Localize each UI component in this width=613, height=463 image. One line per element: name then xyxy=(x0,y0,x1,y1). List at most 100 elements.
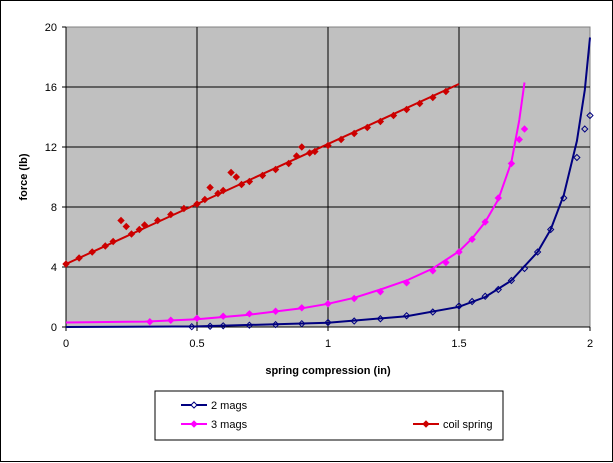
data-point-3-mags xyxy=(429,267,437,275)
legend-label: coil spring xyxy=(443,419,493,431)
data-point-coil-spring xyxy=(402,105,411,114)
data-point-3-mags xyxy=(245,310,254,318)
legend-label: 2 mags xyxy=(211,400,248,412)
data-point-coil-spring xyxy=(376,117,385,126)
data-point-coil-spring xyxy=(167,210,175,219)
data-point-2-mags xyxy=(271,320,280,329)
data-point-coil-spring xyxy=(135,225,144,234)
x-tick-label: 1.5 xyxy=(451,338,466,350)
x-tick-label: 0 xyxy=(63,338,69,350)
data-point-2-mags xyxy=(520,264,529,273)
y-tick-label: 0 xyxy=(51,322,57,334)
x-tick-label: 1 xyxy=(325,338,331,350)
legend-item-3-mags: 3 mags xyxy=(181,419,248,431)
data-point-2-mags xyxy=(206,322,214,330)
data-point-coil-spring xyxy=(62,260,70,268)
data-point-coil-spring xyxy=(350,129,358,138)
y-axis-title: force (lb) xyxy=(18,153,30,200)
data-point-coil-spring xyxy=(201,195,209,204)
data-point-coil-spring xyxy=(258,171,267,180)
data-point-2-mags xyxy=(494,285,503,294)
data-point-coil-spring xyxy=(193,200,201,208)
data-point-3-mags xyxy=(494,194,503,202)
data-point-2-mags xyxy=(546,225,555,234)
data-point-3-mags xyxy=(146,318,154,326)
series-coil-spring xyxy=(62,83,460,268)
x-tick-label: 0.5 xyxy=(189,338,204,350)
data-point-2-mags xyxy=(219,322,227,330)
series-2-mags xyxy=(65,37,594,331)
legend-label: 3 mags xyxy=(211,419,248,431)
data-point-coil-spring xyxy=(140,221,149,229)
y-tick-label: 12 xyxy=(45,142,57,154)
data-point-2-mags xyxy=(402,312,411,320)
data-point-coil-spring xyxy=(429,93,437,102)
data-point-coil-spring xyxy=(305,149,314,157)
data-point-2-mags xyxy=(429,308,437,316)
data-point-3-mags xyxy=(324,300,332,308)
data-point-coil-spring xyxy=(127,230,136,238)
data-point-coil-spring xyxy=(206,183,214,192)
data-point-coil-spring xyxy=(237,180,246,189)
series-3-mags xyxy=(65,82,529,326)
data-point-2-mags xyxy=(376,315,385,323)
data-point-2-mags xyxy=(298,319,306,328)
data-point-coil-spring xyxy=(101,242,110,250)
data-point-coil-spring xyxy=(232,173,241,181)
data-point-2-mags xyxy=(560,194,568,202)
data-point-coil-spring xyxy=(214,189,222,198)
legend-box xyxy=(154,390,504,441)
y-tick-label: 16 xyxy=(45,82,57,94)
legend: 2 mags 3 mags coil spring xyxy=(154,390,504,441)
x-tick-label: 2 xyxy=(587,338,593,350)
data-point-coil-spring xyxy=(284,159,293,168)
data-point-3-mags xyxy=(271,307,280,315)
data-point-coil-spring xyxy=(122,222,130,231)
data-point-3-mags xyxy=(515,135,523,144)
data-point-2-mags xyxy=(468,297,476,306)
data-point-coil-spring xyxy=(337,135,345,144)
data-point-2-mags xyxy=(581,125,589,133)
data-point-3-mags xyxy=(468,235,476,243)
data-point-2-mags xyxy=(350,317,358,325)
y-tick-label: 20 xyxy=(45,22,57,34)
data-point-coil-spring xyxy=(415,99,424,108)
series-layer xyxy=(62,37,594,331)
legend-swatch-marker xyxy=(190,420,198,428)
data-point-2-mags xyxy=(481,292,489,300)
data-point-2-mags xyxy=(455,302,463,310)
y-tick-label: 4 xyxy=(51,262,57,274)
data-point-2-mags xyxy=(533,248,542,256)
data-point-coil-spring xyxy=(442,87,450,96)
data-point-coil-spring xyxy=(324,141,332,150)
data-point-2-mags xyxy=(507,276,516,285)
data-point-coil-spring xyxy=(153,216,162,225)
data-point-3-mags xyxy=(298,304,306,312)
data-point-2-mags xyxy=(324,318,332,327)
data-point-3-mags xyxy=(507,159,516,168)
data-point-coil-spring xyxy=(219,186,227,195)
data-point-coil-spring xyxy=(227,168,235,177)
y-tick-label: 8 xyxy=(51,202,57,214)
data-point-3-mags xyxy=(442,258,450,267)
data-point-2-mags xyxy=(573,153,581,162)
data-point-coil-spring xyxy=(363,123,372,132)
legend-swatch-marker xyxy=(190,401,198,409)
data-point-2-mags xyxy=(245,321,254,329)
legend-swatch-marker xyxy=(422,420,430,428)
data-point-3-mags xyxy=(219,312,227,320)
data-point-coil-spring xyxy=(271,165,280,174)
data-point-coil-spring xyxy=(292,152,301,160)
data-point-coil-spring xyxy=(75,254,83,262)
data-point-3-mags xyxy=(350,294,358,303)
data-point-coil-spring xyxy=(311,147,319,156)
data-point-3-mags xyxy=(193,314,201,323)
data-point-3-mags xyxy=(455,248,463,256)
x-axis-title: spring compression (in) xyxy=(265,365,391,377)
data-point-2-mags xyxy=(586,111,594,120)
data-point-coil-spring xyxy=(88,248,96,256)
data-point-3-mags xyxy=(376,288,385,296)
series-line-2-mags xyxy=(65,37,591,328)
